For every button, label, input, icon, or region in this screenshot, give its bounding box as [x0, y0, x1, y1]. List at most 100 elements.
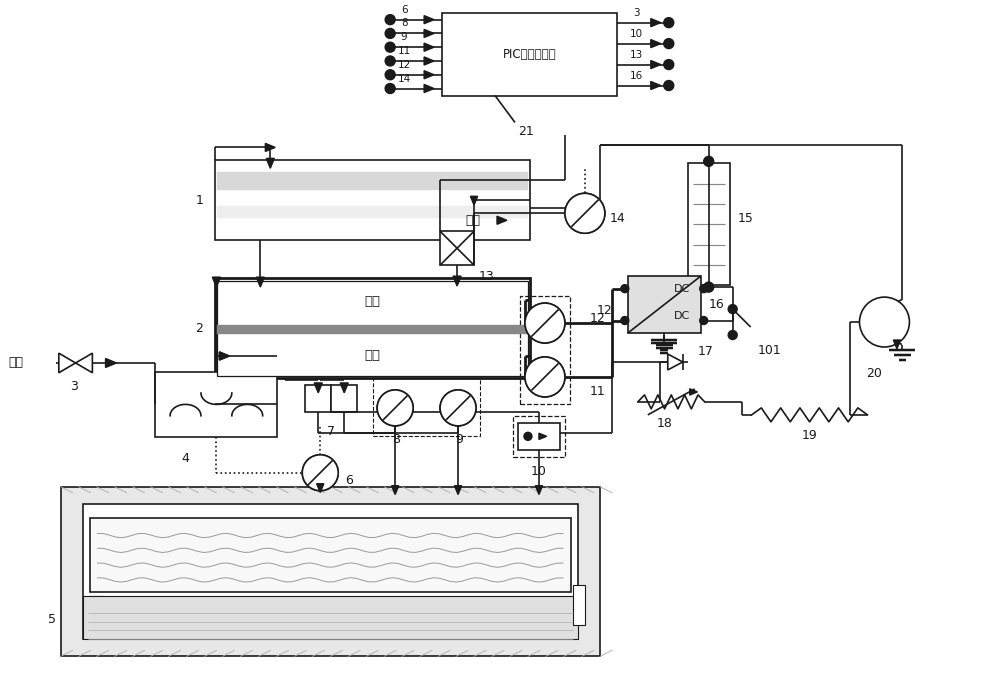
Text: 15: 15 — [738, 212, 754, 224]
Text: 11: 11 — [398, 46, 411, 56]
Text: 3: 3 — [633, 8, 640, 17]
Bar — [83, 505, 578, 639]
Circle shape — [621, 316, 629, 325]
Circle shape — [728, 304, 737, 313]
Polygon shape — [651, 40, 661, 48]
Polygon shape — [535, 486, 543, 495]
Circle shape — [704, 156, 714, 166]
Bar — [83, 596, 578, 639]
Text: 18: 18 — [657, 417, 673, 430]
Text: 8: 8 — [401, 19, 407, 28]
Polygon shape — [424, 57, 434, 65]
Bar — [152, 619, 162, 627]
Bar — [573, 585, 585, 626]
Circle shape — [621, 285, 629, 293]
Circle shape — [385, 56, 395, 66]
Circle shape — [525, 357, 565, 397]
Bar — [217, 325, 528, 334]
Polygon shape — [266, 158, 274, 168]
Circle shape — [664, 39, 674, 49]
Circle shape — [700, 316, 708, 325]
Bar — [442, 13, 617, 95]
Text: 排气: 排气 — [465, 214, 480, 227]
Text: 6: 6 — [345, 474, 353, 487]
Text: 12: 12 — [590, 311, 606, 325]
Bar — [217, 172, 528, 190]
Bar — [217, 281, 528, 328]
Text: 13: 13 — [630, 49, 643, 60]
Bar — [337, 619, 347, 627]
Bar — [277, 619, 287, 627]
Polygon shape — [539, 433, 547, 439]
Bar — [520, 296, 570, 404]
Polygon shape — [424, 85, 434, 92]
Polygon shape — [76, 353, 92, 373]
Text: 9: 9 — [455, 433, 463, 445]
Text: 13: 13 — [479, 270, 495, 283]
Circle shape — [565, 193, 605, 234]
Circle shape — [860, 297, 909, 347]
Text: 1: 1 — [196, 194, 203, 207]
Polygon shape — [668, 354, 683, 370]
Circle shape — [440, 390, 476, 426]
Bar — [123, 619, 133, 627]
Circle shape — [525, 357, 565, 397]
Circle shape — [385, 70, 395, 80]
Polygon shape — [651, 81, 661, 90]
Bar — [217, 619, 227, 627]
Polygon shape — [470, 196, 478, 205]
Text: 8: 8 — [392, 433, 400, 445]
Text: 14: 14 — [610, 212, 626, 224]
Circle shape — [302, 455, 338, 491]
Circle shape — [704, 282, 714, 292]
Text: 17: 17 — [698, 345, 714, 359]
Bar — [367, 619, 377, 627]
Circle shape — [385, 83, 395, 94]
Polygon shape — [424, 29, 434, 38]
Text: 12: 12 — [597, 304, 613, 317]
Bar — [93, 619, 103, 627]
Circle shape — [440, 390, 476, 426]
Text: 4: 4 — [182, 452, 189, 465]
Circle shape — [728, 331, 737, 340]
Text: DC: DC — [674, 284, 691, 294]
Text: 空气: 空气 — [9, 357, 24, 370]
Bar — [247, 619, 257, 627]
Text: 9: 9 — [401, 32, 407, 42]
Polygon shape — [212, 277, 220, 287]
Polygon shape — [106, 359, 117, 368]
Bar — [187, 619, 197, 627]
Polygon shape — [59, 353, 76, 373]
Bar — [215, 161, 530, 240]
Text: 阴极: 阴极 — [365, 295, 381, 308]
Polygon shape — [256, 277, 264, 287]
Polygon shape — [893, 340, 901, 349]
Circle shape — [664, 81, 674, 90]
Text: 14: 14 — [398, 74, 411, 83]
Bar — [331, 385, 357, 412]
Text: 101: 101 — [758, 344, 781, 357]
Text: 3: 3 — [70, 380, 78, 393]
Text: 阳极: 阳极 — [365, 350, 381, 363]
Polygon shape — [219, 352, 229, 360]
Circle shape — [385, 15, 395, 24]
Text: 19: 19 — [802, 429, 817, 442]
Circle shape — [385, 28, 395, 38]
Circle shape — [302, 455, 338, 491]
Circle shape — [565, 193, 605, 234]
Circle shape — [385, 42, 395, 52]
Bar — [688, 163, 730, 285]
Circle shape — [664, 17, 674, 28]
Circle shape — [700, 285, 708, 293]
Polygon shape — [424, 43, 434, 51]
Bar — [518, 423, 560, 450]
Bar — [628, 276, 701, 333]
Text: 7: 7 — [327, 425, 335, 438]
Bar — [217, 332, 528, 376]
Polygon shape — [651, 60, 661, 69]
Polygon shape — [265, 143, 275, 152]
Polygon shape — [453, 276, 461, 286]
Text: DC: DC — [674, 311, 691, 321]
Circle shape — [377, 390, 413, 426]
Bar — [513, 416, 565, 457]
